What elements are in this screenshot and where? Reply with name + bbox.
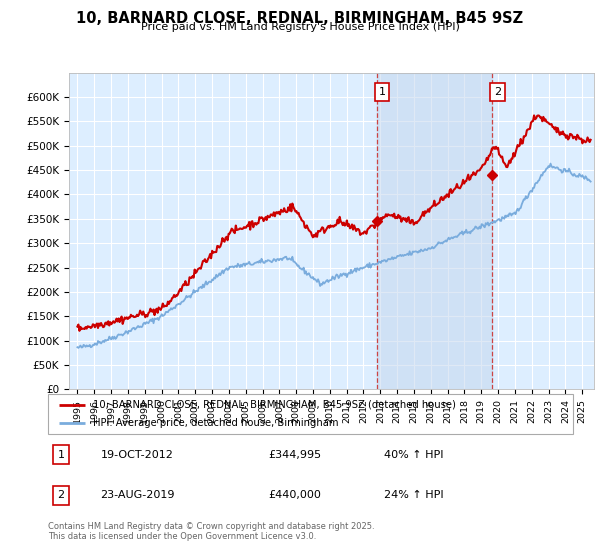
- Text: 10, BARNARD CLOSE, REDNAL, BIRMINGHAM, B45 9SZ: 10, BARNARD CLOSE, REDNAL, BIRMINGHAM, B…: [76, 11, 524, 26]
- Text: 1: 1: [58, 450, 65, 460]
- Text: 24% ↑ HPI: 24% ↑ HPI: [384, 490, 443, 500]
- Text: 40% ↑ HPI: 40% ↑ HPI: [384, 450, 443, 460]
- Text: Contains HM Land Registry data © Crown copyright and database right 2025.
This d: Contains HM Land Registry data © Crown c…: [48, 522, 374, 542]
- Text: 23-AUG-2019: 23-AUG-2019: [101, 490, 175, 500]
- Text: 2: 2: [494, 87, 501, 97]
- Text: 2: 2: [58, 490, 65, 500]
- Text: HPI: Average price, detached house, Birmingham: HPI: Average price, detached house, Birm…: [92, 418, 338, 428]
- Text: 1: 1: [379, 87, 385, 97]
- Text: 10, BARNARD CLOSE, REDNAL, BIRMINGHAM, B45 9SZ (detached house): 10, BARNARD CLOSE, REDNAL, BIRMINGHAM, B…: [92, 400, 455, 409]
- Text: 19-OCT-2012: 19-OCT-2012: [101, 450, 173, 460]
- Text: £344,995: £344,995: [269, 450, 322, 460]
- Bar: [377, 73, 492, 389]
- Text: Price paid vs. HM Land Registry's House Price Index (HPI): Price paid vs. HM Land Registry's House …: [140, 22, 460, 32]
- Text: £440,000: £440,000: [269, 490, 322, 500]
